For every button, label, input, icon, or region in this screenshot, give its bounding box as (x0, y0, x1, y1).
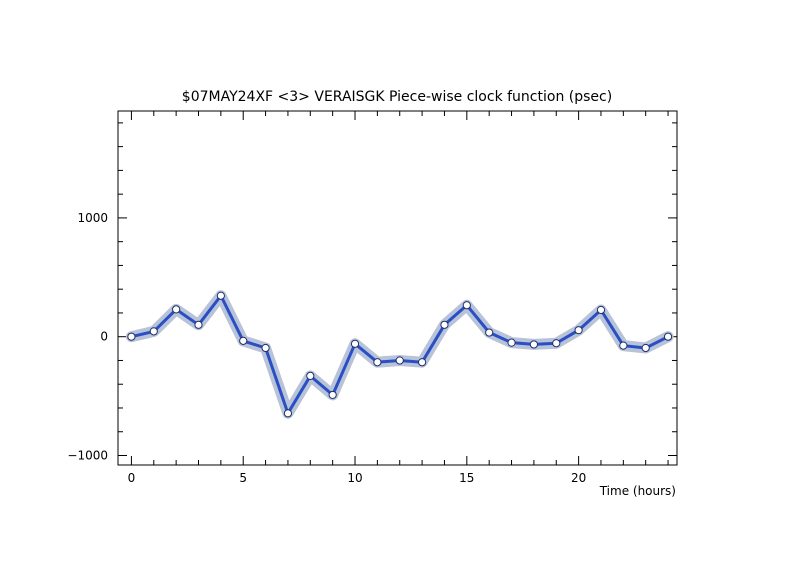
y-tick-label: −1000 (67, 448, 108, 462)
data-point (529, 340, 538, 349)
data-point (261, 343, 270, 353)
data-point (619, 341, 628, 350)
data-point (485, 328, 494, 337)
data-point (172, 305, 181, 314)
data-point (440, 320, 449, 329)
data-point (306, 371, 315, 381)
data-point (149, 327, 158, 336)
data-point (283, 409, 293, 418)
x-tick-labels: 0 5 10 15 20 (128, 471, 587, 485)
axis-ticks (118, 111, 677, 465)
uncertainty-band (125, 290, 674, 419)
data-point (216, 291, 225, 300)
x-tick-label: 5 (239, 471, 247, 485)
x-tick-label: 0 (128, 471, 136, 485)
x-tick-label: 20 (571, 471, 586, 485)
data-point (417, 358, 427, 367)
y-tick-labels: −1000 0 1000 (67, 211, 108, 463)
data-point (462, 301, 471, 310)
y-tick-label: 1000 (77, 211, 108, 225)
data-point (663, 332, 673, 341)
data-point (194, 320, 203, 329)
chart-title: $07MAY24XF <3> VERAISGK Piece-wise clock… (182, 89, 612, 105)
data-point (552, 339, 561, 348)
data-point (373, 358, 382, 367)
x-axis-label: Time (hours) (599, 484, 676, 498)
series-band (125, 290, 674, 419)
data-point (328, 390, 337, 400)
data-point (507, 338, 516, 347)
plot-frame (117, 110, 678, 466)
data-point (596, 305, 606, 315)
y-tick-label: 0 (100, 330, 108, 344)
data-point (350, 339, 360, 348)
x-tick-label: 15 (459, 471, 474, 485)
data-point (127, 332, 136, 341)
x-tick-label: 10 (347, 471, 362, 485)
data-points (127, 291, 673, 418)
data-point (641, 343, 650, 353)
data-point (574, 326, 583, 335)
data-point (395, 356, 404, 365)
data-point (239, 336, 248, 345)
